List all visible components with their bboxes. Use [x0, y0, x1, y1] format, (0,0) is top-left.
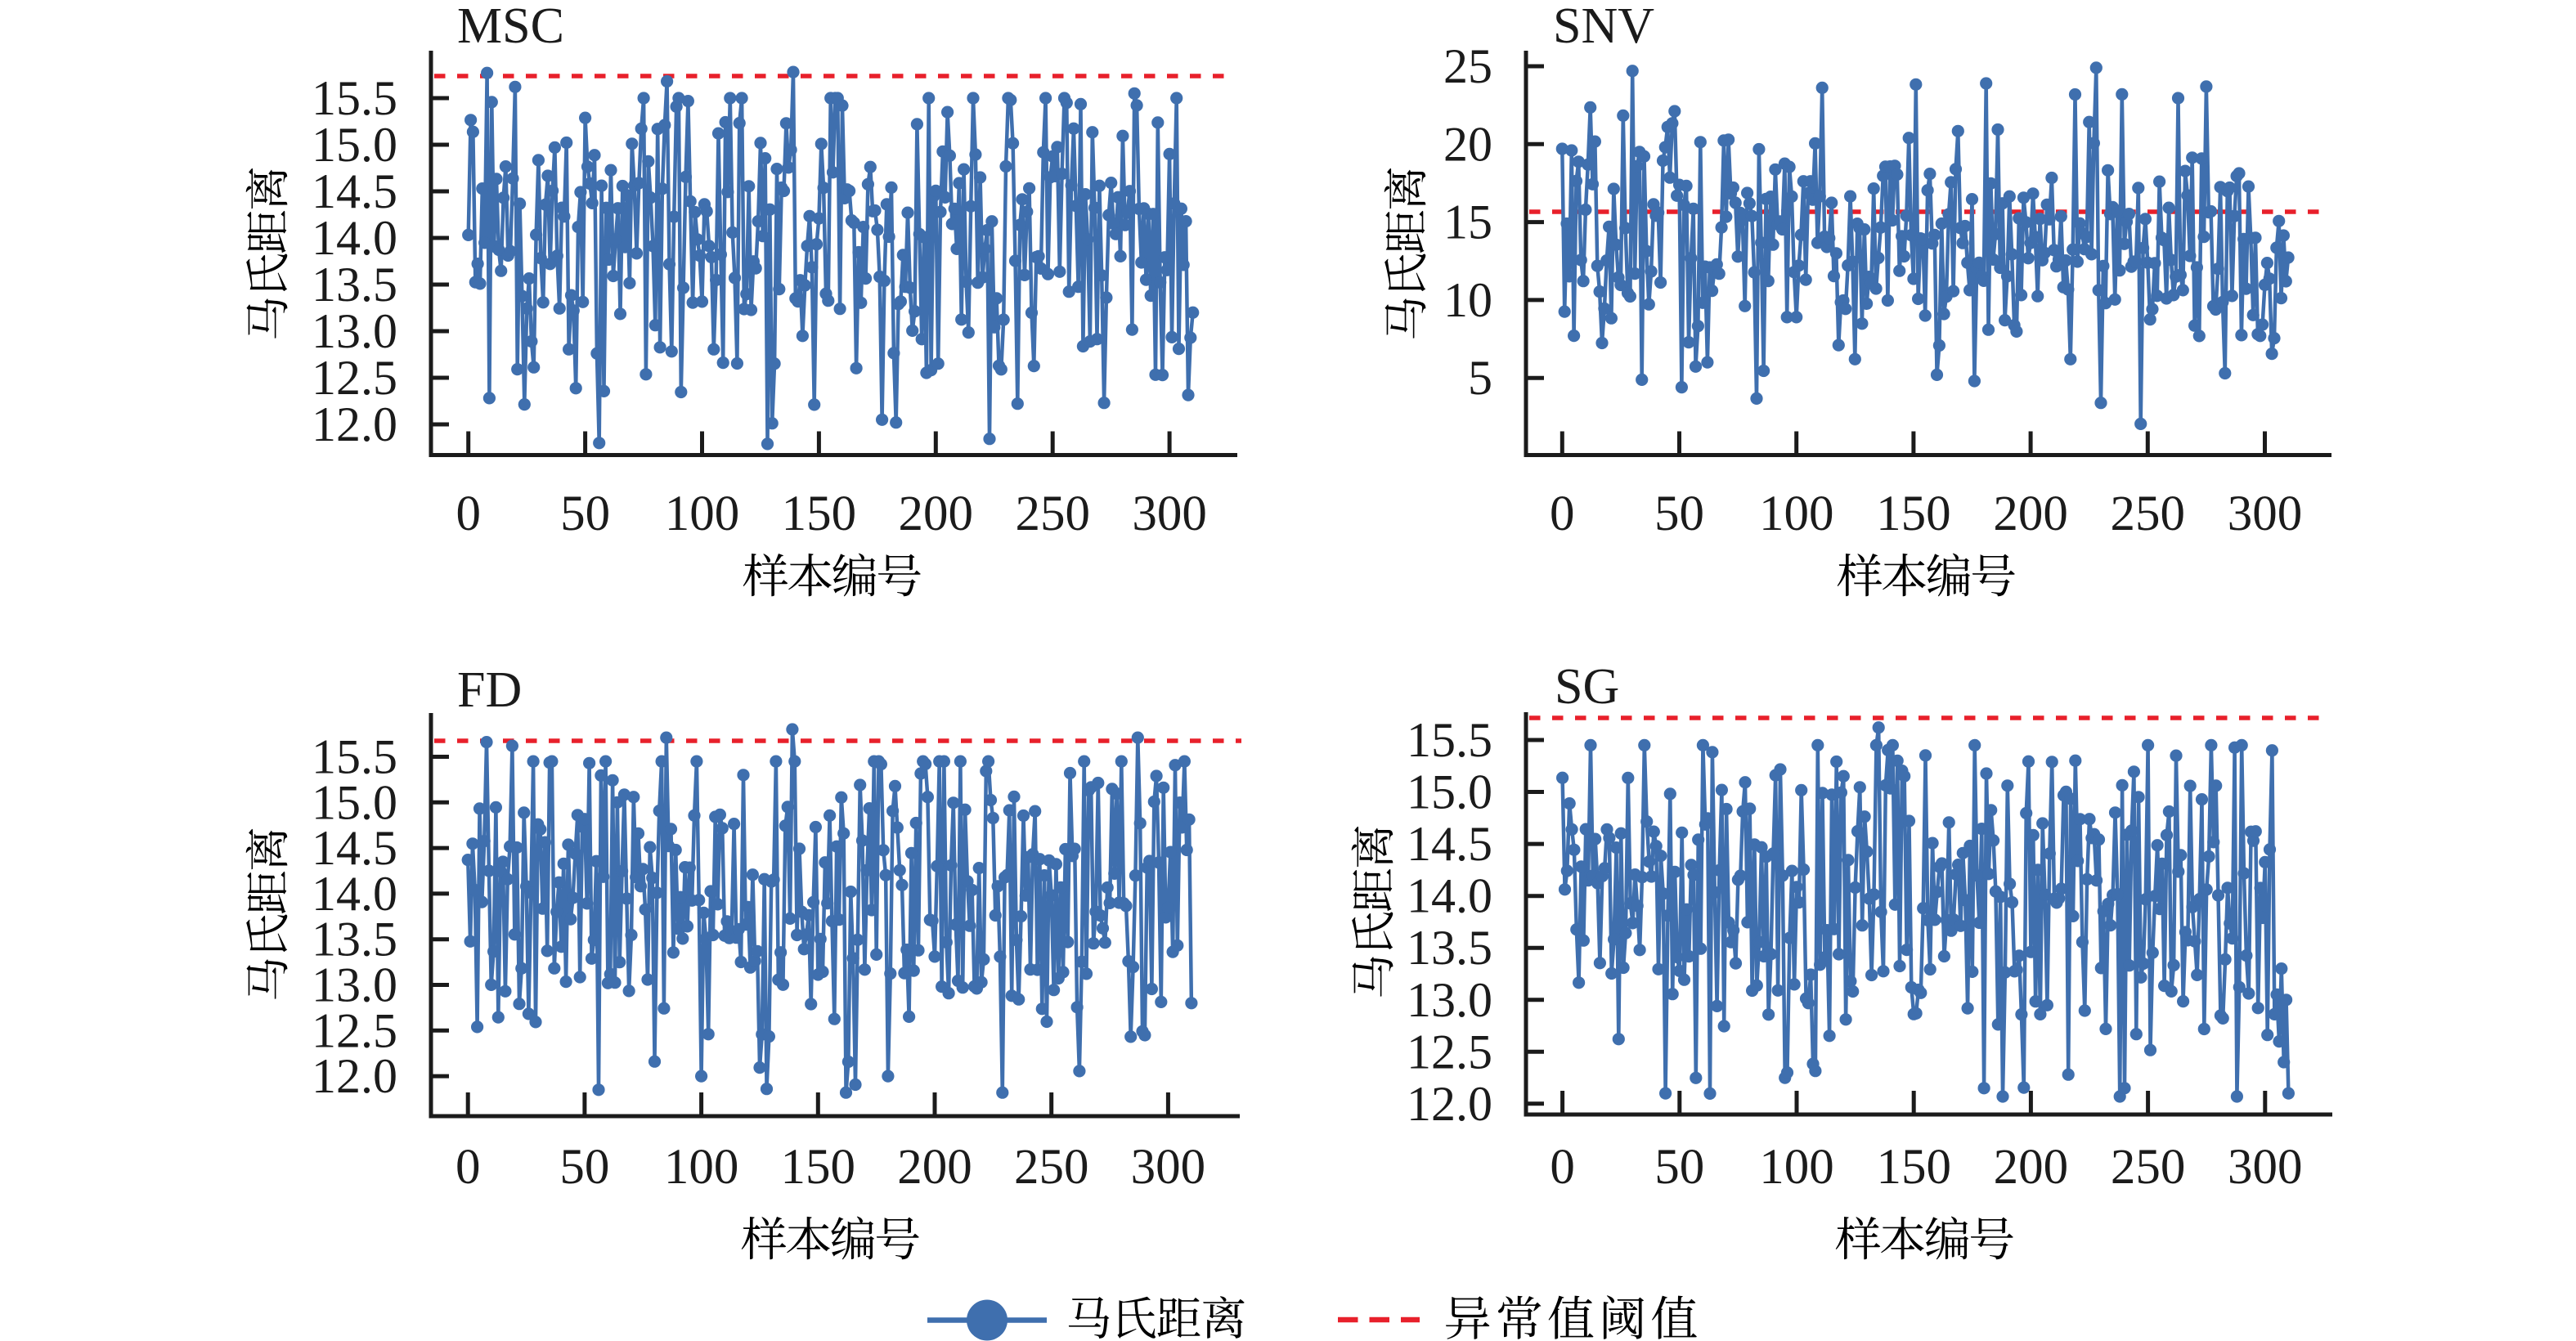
svg-text:0: 0: [1550, 487, 1575, 541]
svg-text:14.5: 14.5: [312, 821, 397, 875]
svg-text:15.5: 15.5: [312, 730, 397, 784]
svg-text:14.0: 14.0: [312, 211, 397, 265]
svg-text:13.0: 13.0: [1407, 973, 1492, 1027]
svg-text:50: 50: [559, 1140, 609, 1195]
svg-text:250: 250: [2111, 487, 2186, 541]
svg-text:200: 200: [1994, 1140, 2069, 1195]
svg-text:12.5: 12.5: [312, 1003, 397, 1057]
svg-text:200: 200: [1993, 487, 2068, 541]
svg-text:FD: FD: [457, 662, 522, 718]
svg-text:50: 50: [560, 487, 610, 541]
svg-text:300: 300: [1132, 487, 1207, 541]
svg-text:150: 150: [782, 487, 857, 541]
svg-text:12.5: 12.5: [312, 351, 397, 405]
svg-text:13.5: 13.5: [312, 913, 397, 967]
svg-text:0: 0: [1550, 1140, 1575, 1195]
svg-text:50: 50: [1654, 1140, 1704, 1195]
svg-text:150: 150: [781, 1140, 856, 1195]
svg-text:50: 50: [1654, 487, 1704, 541]
svg-text:15.0: 15.0: [312, 118, 397, 172]
svg-text:15: 15: [1443, 195, 1492, 249]
svg-text:300: 300: [2228, 487, 2303, 541]
svg-text:25: 25: [1443, 39, 1492, 93]
svg-text:20: 20: [1443, 117, 1492, 171]
svg-text:13.5: 13.5: [1407, 921, 1492, 975]
svg-text:100: 100: [1759, 487, 1834, 541]
svg-text:13.5: 13.5: [312, 258, 397, 312]
svg-text:10: 10: [1443, 273, 1492, 327]
svg-text:12.5: 12.5: [1407, 1025, 1492, 1079]
svg-text:0: 0: [456, 487, 481, 541]
svg-text:MSC: MSC: [457, 0, 564, 54]
svg-text:13.0: 13.0: [312, 304, 397, 358]
svg-text:0: 0: [456, 1140, 481, 1195]
svg-text:250: 250: [1015, 487, 1090, 541]
svg-text:15.0: 15.0: [1407, 765, 1492, 819]
svg-text:15.0: 15.0: [312, 775, 397, 829]
svg-text:14.0: 14.0: [1407, 869, 1492, 923]
svg-text:15.5: 15.5: [1407, 713, 1492, 767]
svg-text:300: 300: [2228, 1140, 2303, 1195]
svg-text:5: 5: [1468, 351, 1492, 405]
svg-text:100: 100: [664, 1140, 739, 1195]
svg-text:250: 250: [2111, 1140, 2186, 1195]
svg-text:SG: SG: [1555, 659, 1619, 715]
svg-text:150: 150: [1876, 1140, 1951, 1195]
svg-text:200: 200: [897, 1140, 972, 1195]
svg-text:12.0: 12.0: [312, 1049, 397, 1103]
svg-text:12.0: 12.0: [1407, 1077, 1492, 1131]
svg-text:300: 300: [1131, 1140, 1206, 1195]
svg-text:14.5: 14.5: [1407, 817, 1492, 871]
svg-text:14.0: 14.0: [312, 867, 397, 921]
svg-text:SNV: SNV: [1553, 0, 1654, 54]
svg-text:100: 100: [1759, 1140, 1834, 1195]
svg-text:200: 200: [899, 487, 974, 541]
svg-text:15.5: 15.5: [312, 71, 397, 125]
svg-text:12.0: 12.0: [312, 397, 397, 451]
svg-text:13.0: 13.0: [312, 958, 397, 1012]
svg-text:150: 150: [1876, 487, 1951, 541]
svg-text:250: 250: [1014, 1140, 1089, 1195]
svg-text:100: 100: [665, 487, 740, 541]
svg-text:14.5: 14.5: [312, 164, 397, 218]
